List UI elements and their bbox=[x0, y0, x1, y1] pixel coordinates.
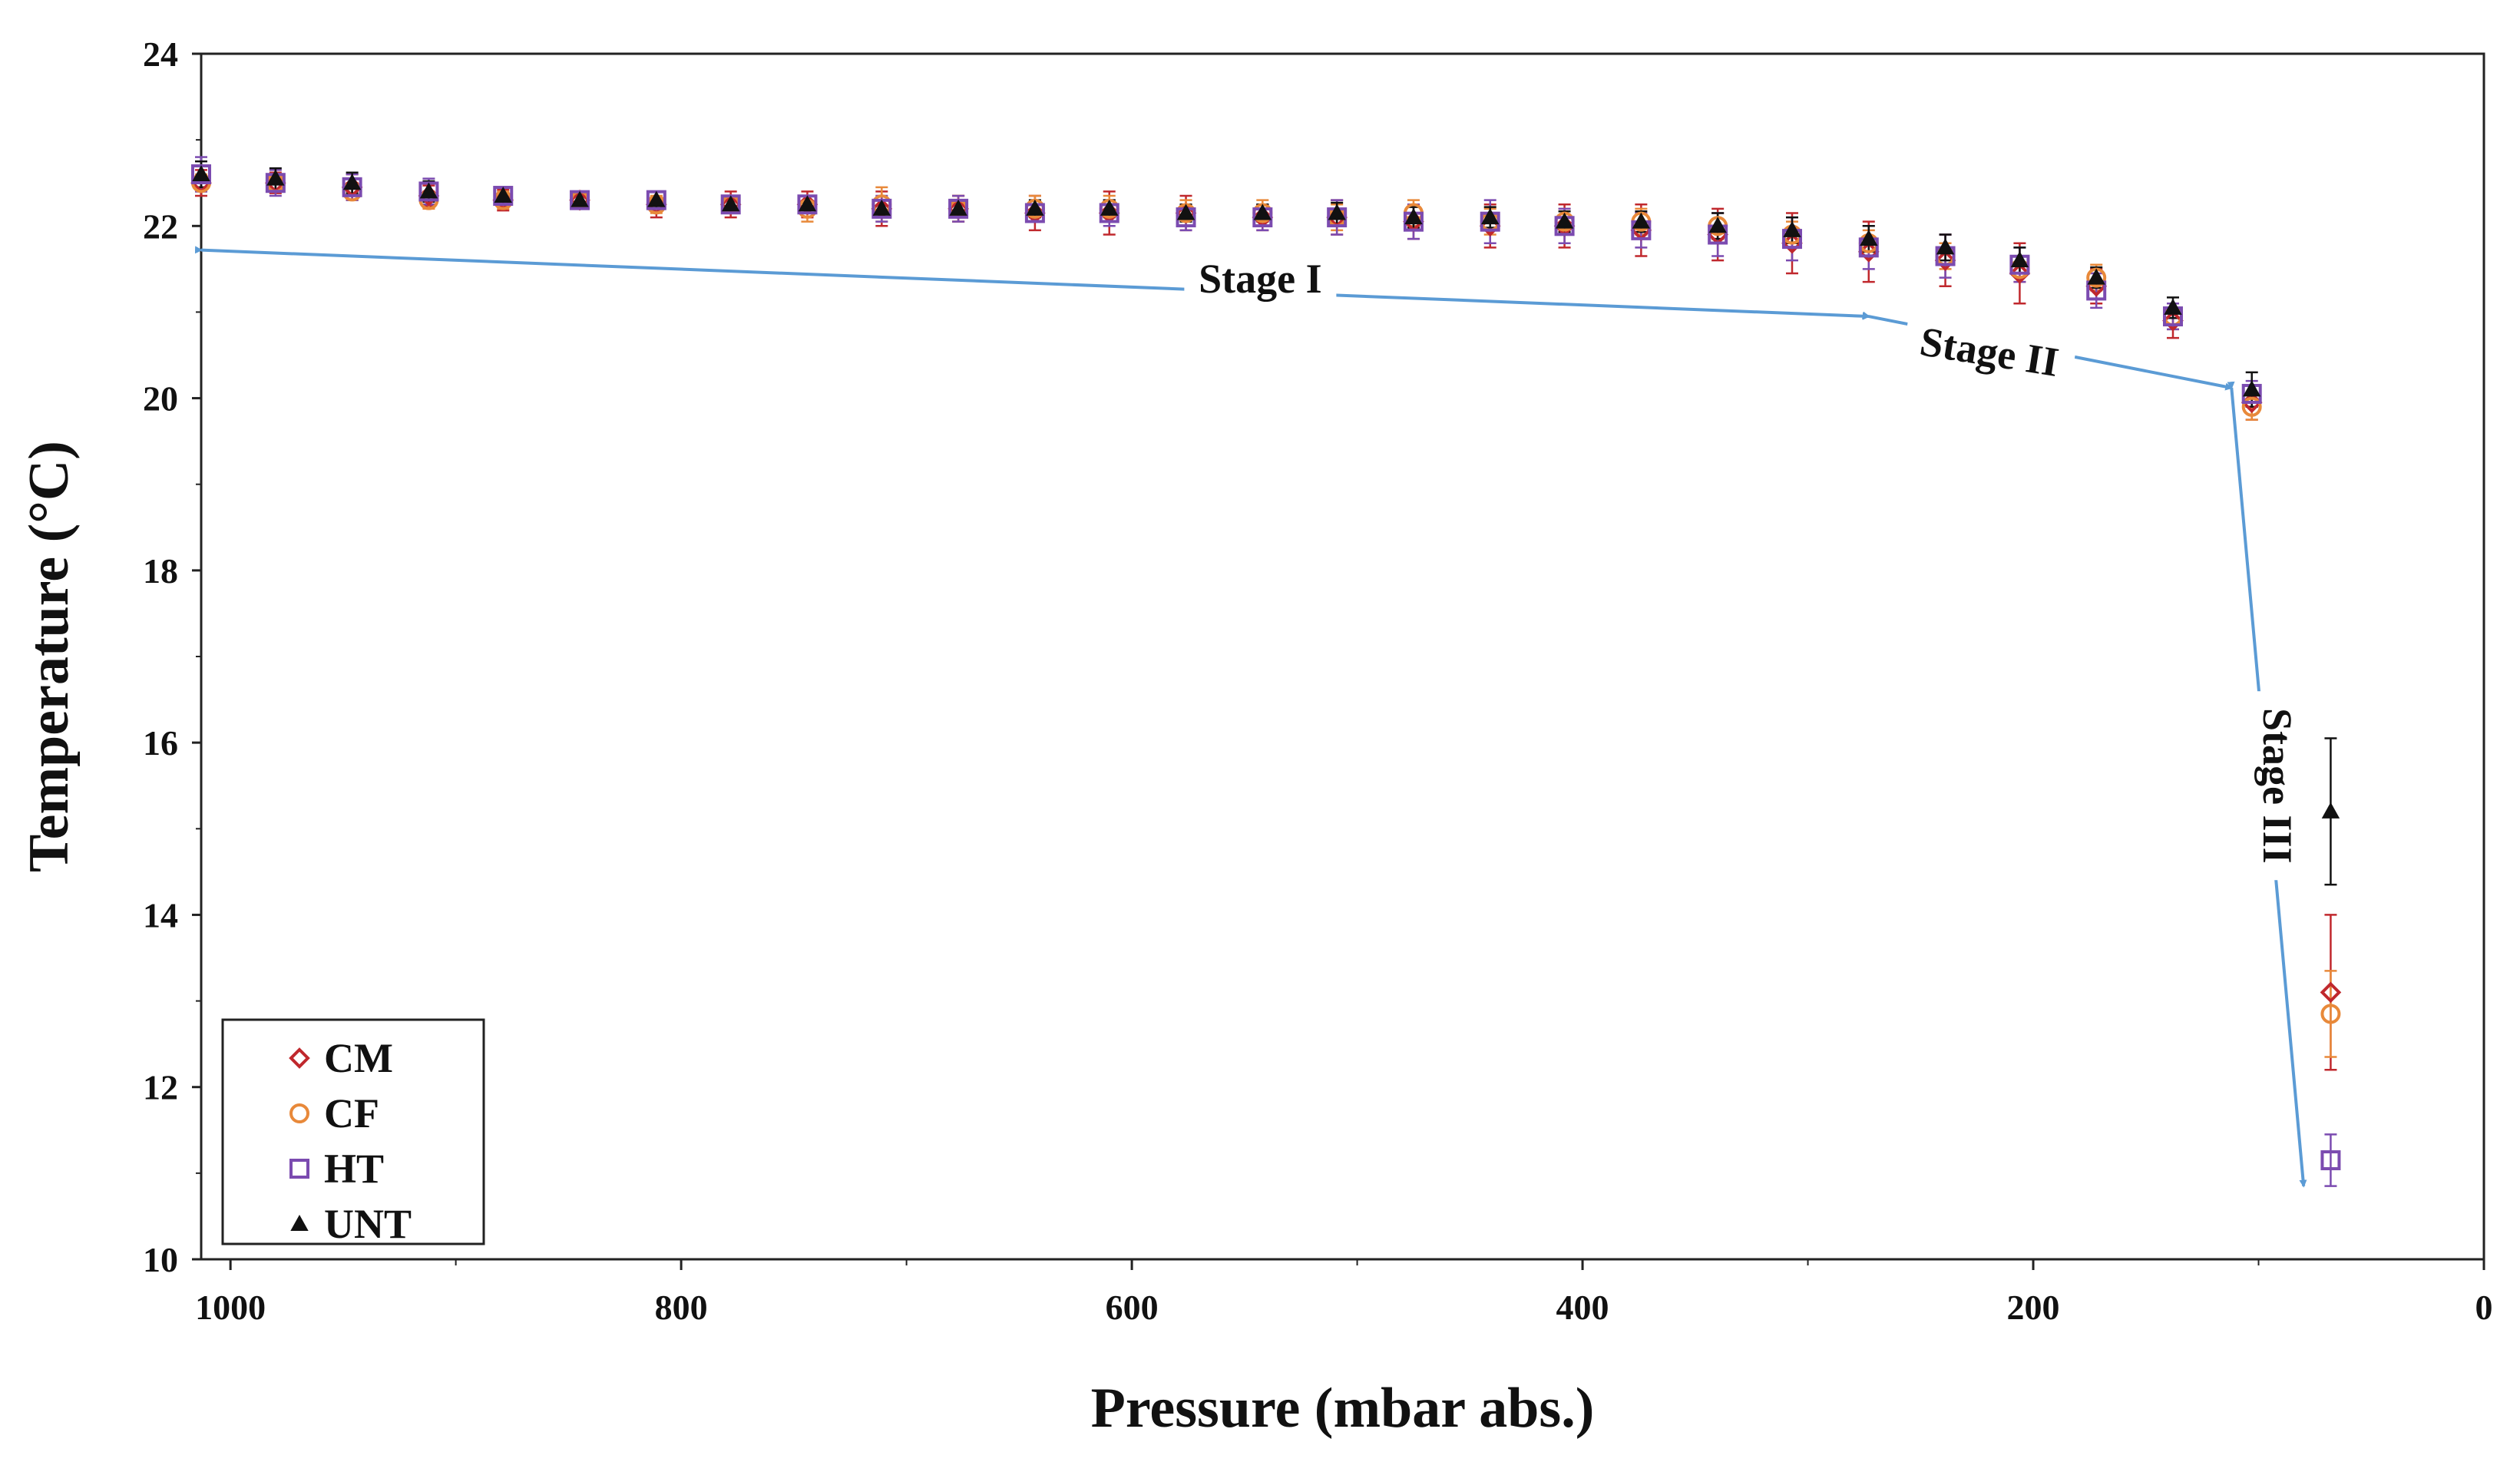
legend-label-unt: UNT bbox=[324, 1201, 412, 1247]
x-tick-label: 800 bbox=[655, 1288, 708, 1327]
point-unt bbox=[1783, 220, 1801, 237]
stage-label-background bbox=[1184, 256, 1337, 300]
point-unt bbox=[1936, 238, 1955, 255]
x-tick-label: 200 bbox=[2007, 1288, 2060, 1327]
point-unt bbox=[949, 199, 967, 216]
point-unt bbox=[266, 169, 285, 186]
point-unt bbox=[192, 164, 210, 181]
annotations: Stage I Stage II Stage III bbox=[194, 246, 2307, 1188]
point-unt bbox=[1100, 199, 1119, 216]
stage-label: Stage III bbox=[2254, 708, 2300, 864]
point-unt bbox=[1026, 199, 1044, 216]
point-unt bbox=[2087, 268, 2105, 285]
point-unt bbox=[1481, 208, 1500, 225]
y-tick-label: 24 bbox=[143, 35, 178, 74]
point-unt bbox=[1708, 217, 1727, 233]
stage-label-background bbox=[1901, 317, 2077, 387]
ticks: 10 12 14 16 18 20 22 24 1000 800 600 400 200 0 bbox=[143, 35, 2493, 1327]
point-unt bbox=[419, 182, 438, 199]
y-tick-label: 14 bbox=[143, 895, 178, 934]
legend-marker-cm bbox=[289, 1047, 310, 1069]
x-tick-label: 0 bbox=[2475, 1288, 2493, 1327]
x-axis-title: Pressure (mbar abs.) bbox=[1091, 1377, 1595, 1440]
legend-box bbox=[221, 1018, 485, 1245]
legend-marker-unt bbox=[290, 1214, 309, 1231]
x-tick-label: 1000 bbox=[195, 1288, 266, 1327]
point-unt bbox=[570, 190, 589, 207]
point-unt bbox=[721, 195, 740, 212]
point-unt bbox=[1632, 212, 1651, 229]
stage-label: Stage I bbox=[1199, 256, 1322, 302]
legend: CM CF HT UNT bbox=[221, 1018, 485, 1247]
point-unt bbox=[342, 174, 362, 190]
point-unt bbox=[2010, 251, 2029, 268]
x-tick-label: 600 bbox=[1106, 1288, 1159, 1327]
stage-label: Stage II bbox=[1917, 318, 2062, 385]
point-unt bbox=[798, 195, 817, 212]
y-tick-label: 18 bbox=[143, 551, 178, 590]
point-unt bbox=[872, 199, 891, 216]
point-cm bbox=[2009, 263, 2031, 284]
legend-marker-ht bbox=[289, 1159, 309, 1179]
point-cm bbox=[2320, 981, 2342, 1004]
y-tick-label: 10 bbox=[143, 1240, 178, 1279]
point-unt bbox=[1555, 212, 1574, 229]
point-unt bbox=[1328, 203, 1346, 220]
y-tick-label: 22 bbox=[143, 207, 178, 246]
legend-marker-cf bbox=[289, 1103, 309, 1123]
point-unt bbox=[1860, 230, 1878, 246]
stage-label-background bbox=[2256, 691, 2300, 881]
stage-arrow bbox=[194, 246, 1870, 320]
legend-label-cf: CF bbox=[324, 1090, 379, 1136]
point-unt bbox=[1176, 203, 1196, 220]
point-unt bbox=[1404, 208, 1423, 225]
point-unt bbox=[2321, 802, 2340, 819]
point-unt bbox=[647, 190, 666, 207]
y-tick-label: 16 bbox=[143, 723, 178, 762]
point-unt bbox=[494, 186, 512, 203]
y-tick-label: 20 bbox=[143, 379, 178, 418]
point-cf bbox=[2320, 1004, 2341, 1024]
data-markers bbox=[190, 164, 2342, 1171]
y-axis-title: Temperature (°C) bbox=[18, 441, 81, 872]
error-bars bbox=[195, 156, 2337, 1187]
x-tick-label: 400 bbox=[1556, 1288, 1609, 1327]
point-unt bbox=[1253, 203, 1272, 220]
legend-label-ht: HT bbox=[324, 1146, 384, 1192]
point-cm bbox=[1934, 250, 1956, 271]
legend-label-cm: CM bbox=[324, 1035, 393, 1081]
point-ht bbox=[2320, 1150, 2341, 1171]
y-tick-label: 12 bbox=[143, 1068, 178, 1107]
